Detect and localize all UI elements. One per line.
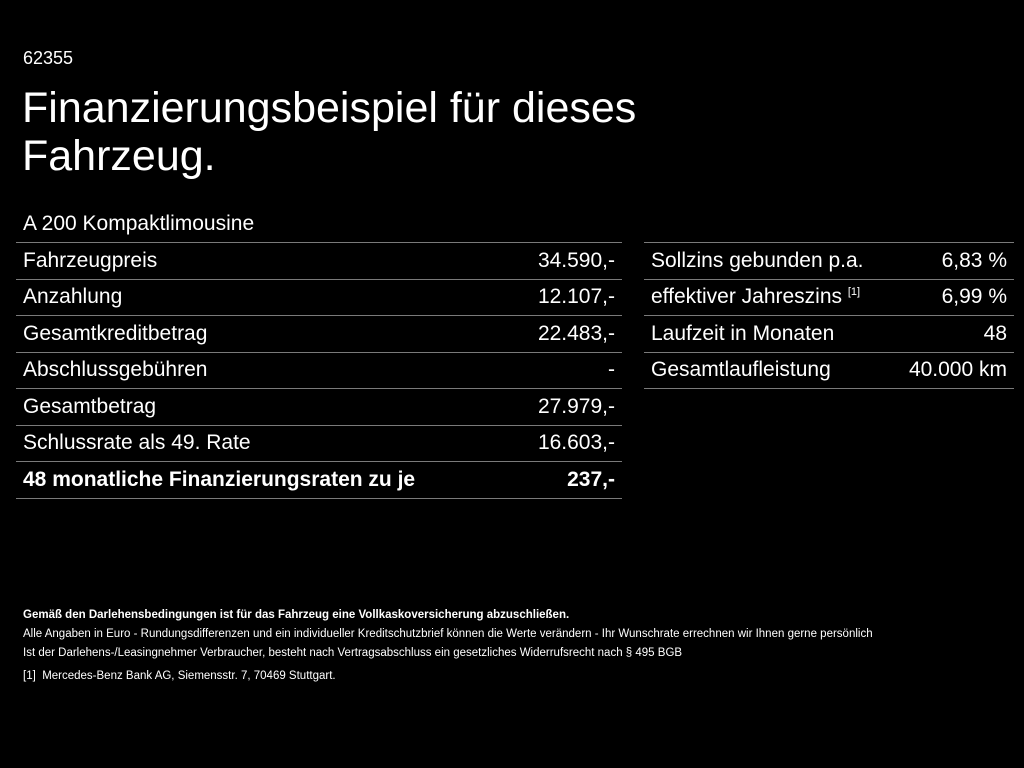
vehicle-code: 62355 [23, 48, 74, 68]
monthly-rate-row: 48 monatliche Finanzierungsraten zu je 23… [16, 461, 622, 499]
footnote: [1] Mercedes-Benz Bank AG, Siemensstr. 7… [23, 667, 873, 686]
row-value: 6,99 % [891, 279, 1014, 316]
row-label: 48 monatliche Finanzierungsraten zu je [16, 461, 511, 499]
row-label: Anzahlung [16, 279, 511, 316]
table-row: Gesamtbetrag 27.979,- [16, 388, 622, 426]
row-value: 27.979,- [511, 388, 622, 426]
table-row: Fahrzeugpreis 34.590,- [16, 242, 622, 280]
row-value: - [511, 352, 622, 389]
row-value: 16.603,- [511, 425, 622, 462]
table-row: Laufzeit in Monaten 48 [644, 315, 1014, 353]
row-value: 34.590,- [511, 242, 622, 280]
footnote-ref: [1] [847, 286, 861, 299]
table-row: effektiver Jahreszins [1] 6,99 % [644, 279, 1014, 316]
row-value: 22.483,- [511, 315, 622, 353]
rounding-note: Alle Angaben in Euro - Rundungsdifferenz… [23, 628, 873, 640]
insurance-note: Gemäß den Darlehensbedingungen ist für d… [23, 609, 570, 621]
row-value: 6,83 % [891, 242, 1014, 280]
row-value: 12.107,- [511, 279, 622, 316]
page-title: Finanzierungsbeispiel für dieses Fahrzeu… [22, 84, 637, 180]
legal-notes: Gemäß den Darlehensbedingungen ist für d… [23, 606, 873, 686]
row-value: 40.000 km [891, 352, 1014, 389]
row-label: effektiver Jahreszins [651, 285, 843, 309]
table-row: Abschlussgebühren - [16, 352, 622, 389]
table-row: Anzahlung 12.107,- [16, 279, 622, 316]
row-label: Gesamtlaufleistung [644, 352, 892, 389]
interest-table: Sollzins gebunden p.a. 6,83 % effektiver … [644, 242, 1014, 389]
row-value: 48 [891, 315, 1014, 353]
row-label: Fahrzeugpreis [16, 242, 511, 280]
footnote-mark: [1] [23, 670, 36, 682]
row-label: Sollzins gebunden p.a. [644, 242, 892, 280]
row-label: Laufzeit in Monaten [644, 315, 892, 353]
financing-table: Fahrzeugpreis 34.590,- Anzahlung 12.107,- … [16, 242, 622, 499]
table-row: Schlussrate als 49. Rate 16.603,- [16, 425, 622, 462]
row-label: Gesamtbetrag [16, 388, 511, 426]
withdrawal-note: Ist der Darlehens-/Leasingnehmer Verbrau… [23, 647, 683, 659]
row-label-cell: effektiver Jahreszins [1] [644, 279, 892, 316]
row-value: 237,- [511, 461, 622, 499]
row-label: Schlussrate als 49. Rate [16, 425, 511, 462]
footnote-text: Mercedes-Benz Bank AG, Siemensstr. 7, 70… [42, 670, 336, 682]
table-row: Sollzins gebunden p.a. 6,83 % [644, 242, 1014, 280]
table-row: Gesamtkreditbetrag 22.483,- [16, 315, 622, 353]
table-row: Gesamtlaufleistung 40.000 km [644, 352, 1014, 389]
row-label: Abschlussgebühren [16, 352, 511, 389]
row-label: Gesamtkreditbetrag [16, 315, 511, 353]
model-name: A 200 Kompaktlimousine [23, 212, 255, 235]
